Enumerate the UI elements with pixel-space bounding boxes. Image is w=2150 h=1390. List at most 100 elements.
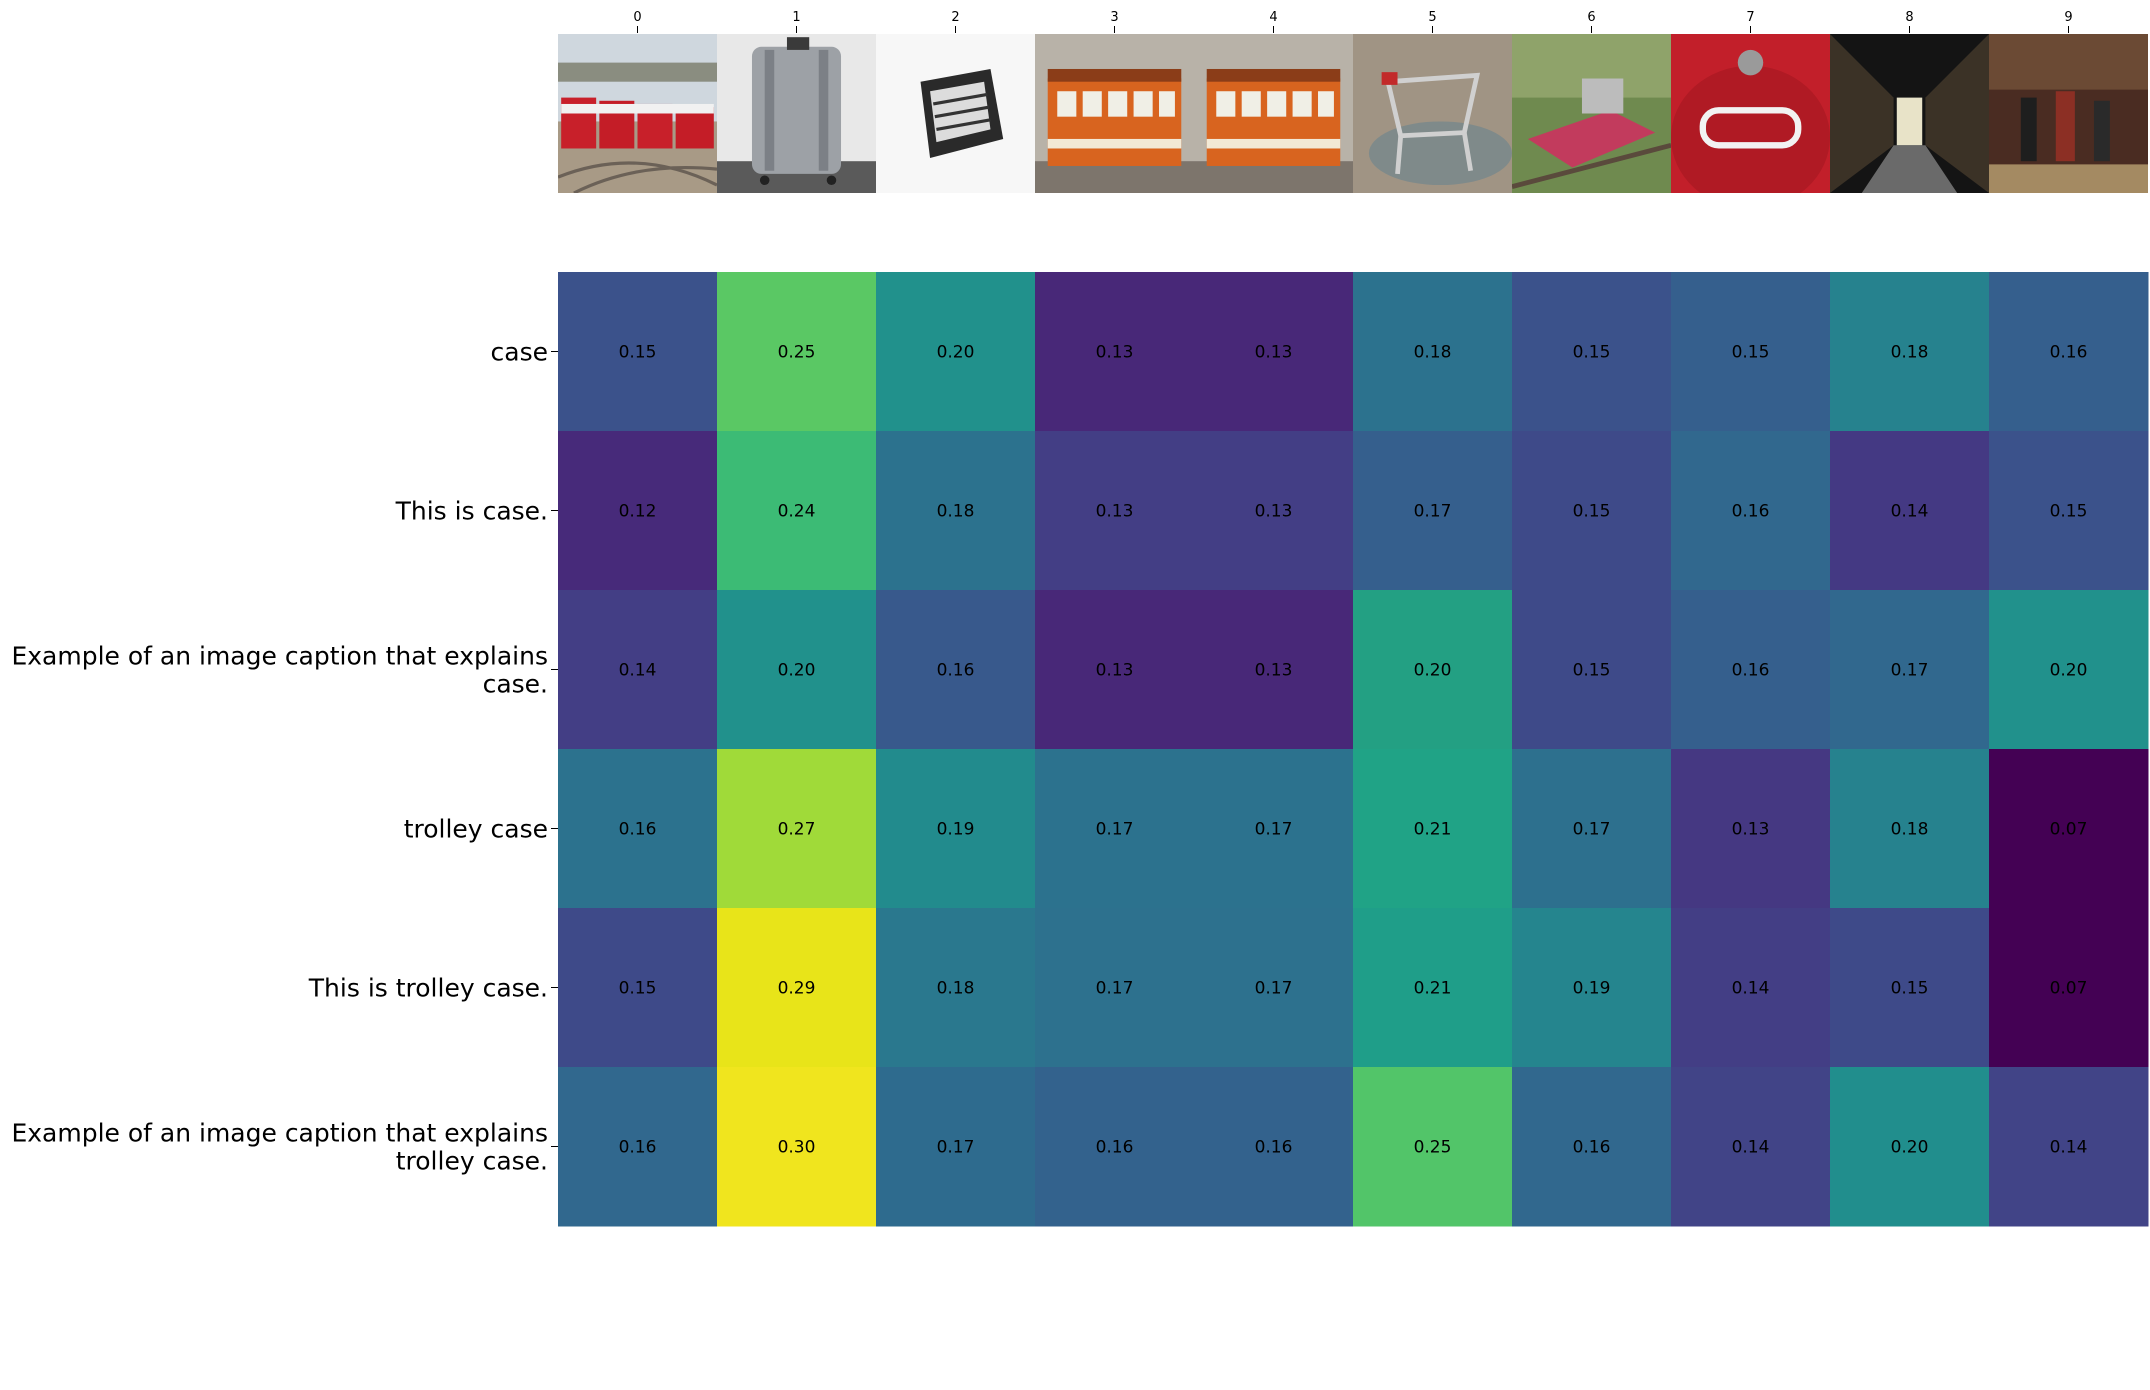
heatmap-cell bbox=[1989, 1067, 2149, 1227]
heatmap-cell bbox=[1035, 908, 1195, 1068]
row-label: trolley case bbox=[404, 815, 548, 844]
heatmap-cell bbox=[1830, 1067, 1990, 1227]
cell-value-label: 0.12 bbox=[619, 502, 657, 522]
cell-value-label: 0.18 bbox=[937, 979, 975, 999]
cell-value-label: 0.18 bbox=[1891, 343, 1929, 363]
column-image-4 bbox=[1194, 34, 1353, 193]
heatmap-cell bbox=[1512, 272, 1672, 432]
row-axis: case This is case. Example of an image cap… bbox=[11, 338, 558, 1176]
heatmap-cell bbox=[717, 590, 877, 750]
heatmap-cell bbox=[1512, 749, 1672, 909]
row-label-line: This is case. bbox=[395, 497, 548, 526]
cell-value-label: 0.16 bbox=[1255, 1138, 1293, 1158]
cell-value-label: 0.27 bbox=[778, 820, 816, 840]
heatmap-cell bbox=[1830, 590, 1990, 750]
cell-value-label: 0.17 bbox=[1096, 979, 1134, 999]
cell-value-label: 0.16 bbox=[937, 661, 975, 681]
heatmap-cell bbox=[1989, 908, 2149, 1068]
cell-value-label: 0.24 bbox=[778, 502, 816, 522]
cell-value-label: 0.07 bbox=[2050, 979, 2088, 999]
column-tick-label: 9 bbox=[2064, 10, 2072, 25]
cell-value-label: 0.16 bbox=[1096, 1138, 1134, 1158]
heatmap-cell bbox=[1035, 590, 1195, 750]
column-tick-label: 1 bbox=[792, 10, 800, 25]
heatmap-cell bbox=[1353, 1067, 1513, 1227]
heatmap-cell bbox=[1830, 431, 1990, 591]
heatmap-cell bbox=[558, 1067, 718, 1227]
column-tick-label: 3 bbox=[1110, 10, 1118, 25]
cell-value-label: 0.14 bbox=[1732, 979, 1770, 999]
heatmap-cell bbox=[1194, 1067, 1354, 1227]
row-label-line: case. bbox=[483, 670, 548, 699]
cell-value-label: 0.14 bbox=[1891, 502, 1929, 522]
row-label-line: Example of an image caption that explain… bbox=[11, 1119, 548, 1148]
cell-value-label: 0.20 bbox=[2050, 661, 2088, 681]
heatmap-cell bbox=[1035, 749, 1195, 909]
heatmap-cell bbox=[1353, 908, 1513, 1068]
column-image-8 bbox=[1830, 34, 1989, 193]
heatmap-cell bbox=[558, 272, 718, 432]
column-tick-label: 8 bbox=[1905, 10, 1913, 25]
cell-value-label: 0.15 bbox=[1573, 661, 1611, 681]
cell-value-label: 0.14 bbox=[2050, 1138, 2088, 1158]
row-label-line: This is trolley case. bbox=[308, 974, 548, 1003]
heatmap-cell bbox=[876, 1067, 1036, 1227]
row-label: case bbox=[491, 338, 548, 367]
column-image-9 bbox=[1989, 34, 2148, 193]
heatmap-cell bbox=[1671, 590, 1831, 750]
heatmap-cell bbox=[717, 908, 877, 1068]
cell-value-label: 0.17 bbox=[1891, 661, 1929, 681]
heatmap-cell bbox=[1194, 590, 1354, 750]
heatmap-cell bbox=[1671, 749, 1831, 909]
heatmap-cell bbox=[1035, 1067, 1195, 1227]
cell-value-label: 0.21 bbox=[1414, 820, 1452, 840]
cell-value-label: 0.07 bbox=[2050, 820, 2088, 840]
heatmap-cell bbox=[1353, 590, 1513, 750]
cell-value-label: 0.15 bbox=[1891, 979, 1929, 999]
column-image-5 bbox=[1353, 34, 1512, 193]
heatmap-cell bbox=[558, 590, 718, 750]
heatmap-cell bbox=[1035, 431, 1195, 591]
cell-value-label: 0.14 bbox=[619, 661, 657, 681]
cell-value-label: 0.13 bbox=[1732, 820, 1770, 840]
heatmap-cell bbox=[1830, 749, 1990, 909]
cell-value-label: 0.13 bbox=[1096, 343, 1134, 363]
cell-value-label: 0.13 bbox=[1096, 661, 1134, 681]
row-label: This is trolley case. bbox=[308, 974, 548, 1003]
heatmap-cell bbox=[1830, 272, 1990, 432]
heatmap-cell bbox=[1671, 431, 1831, 591]
heatmap-cell bbox=[1194, 908, 1354, 1068]
cell-value-label: 0.15 bbox=[619, 343, 657, 363]
cell-value-label: 0.16 bbox=[2050, 343, 2088, 363]
cell-value-label: 0.18 bbox=[937, 502, 975, 522]
cell-value-label: 0.17 bbox=[937, 1138, 975, 1158]
cell-value-label: 0.21 bbox=[1414, 979, 1452, 999]
cell-value-label: 0.29 bbox=[778, 979, 816, 999]
row-label: This is case. bbox=[395, 497, 548, 526]
heatmap-cells: 0.15 0.25 0.20 0.13 0.13 0.18 0.15 0.15 0.18 0.16… bbox=[558, 272, 2149, 1227]
column-image-3 bbox=[1035, 34, 1194, 193]
heatmap-cell bbox=[876, 272, 1036, 432]
cell-value-label: 0.13 bbox=[1255, 343, 1293, 363]
heatmap-cell bbox=[1035, 272, 1195, 432]
cell-value-label: 0.16 bbox=[619, 820, 657, 840]
cell-value-label: 0.15 bbox=[619, 979, 657, 999]
cell-value-label: 0.19 bbox=[937, 820, 975, 840]
cell-value-label: 0.15 bbox=[1732, 343, 1770, 363]
row-label-line: trolley case bbox=[404, 815, 548, 844]
cell-value-label: 0.25 bbox=[778, 343, 816, 363]
cell-value-label: 0.30 bbox=[778, 1138, 816, 1158]
column-image-6 bbox=[1512, 34, 1671, 193]
heatmap-cell bbox=[717, 749, 877, 909]
cell-value-label: 0.18 bbox=[1414, 343, 1452, 363]
heatmap-cell bbox=[1194, 749, 1354, 909]
cell-value-label: 0.16 bbox=[619, 1138, 657, 1158]
row-label-line: case bbox=[491, 338, 548, 367]
column-image-2 bbox=[876, 34, 1035, 193]
cell-value-label: 0.16 bbox=[1732, 661, 1770, 681]
heatmap-cell bbox=[1353, 431, 1513, 591]
cell-value-label: 0.20 bbox=[1891, 1138, 1929, 1158]
cell-value-label: 0.20 bbox=[937, 343, 975, 363]
cell-value-label: 0.15 bbox=[1573, 502, 1611, 522]
